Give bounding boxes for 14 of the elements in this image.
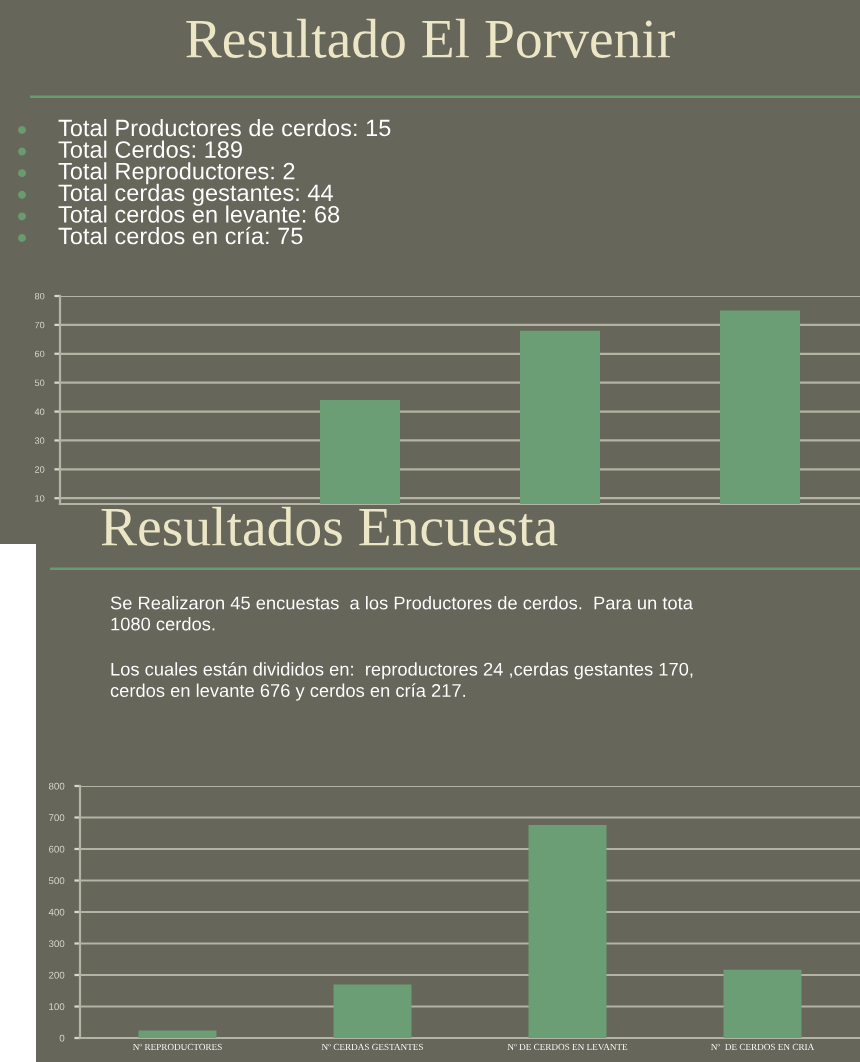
bar — [528, 825, 607, 1038]
text: Los cuales están divididos en: reproductores 24 ,cerdas gestantes 170, cerdos en levante 676 y cerdos en cría 217. — [110, 662, 693, 701]
text: Total Reproductores: 2 — [58, 162, 295, 185]
bar — [333, 984, 412, 1038]
text: Se Realizaron 45 encuestas a los Productores de cerdos. Para un tota 1080 cerdos. — [110, 596, 693, 631]
text: Total Productores de cerdos: 15 — [58, 119, 391, 137]
bar — [723, 969, 802, 1038]
chart-title: Resultado El Porvenir — [186, 18, 675, 58]
text: Total cerdos en cría: 75 — [58, 226, 303, 245]
text: Total cerdos en levante: 68 — [58, 205, 340, 223]
text: Total cerdas gestantes: 44 — [58, 183, 333, 206]
text: Total Cerdos: 189 — [58, 140, 242, 158]
bar — [138, 1030, 217, 1038]
chart-title: Resultados Encuesta — [101, 506, 558, 546]
